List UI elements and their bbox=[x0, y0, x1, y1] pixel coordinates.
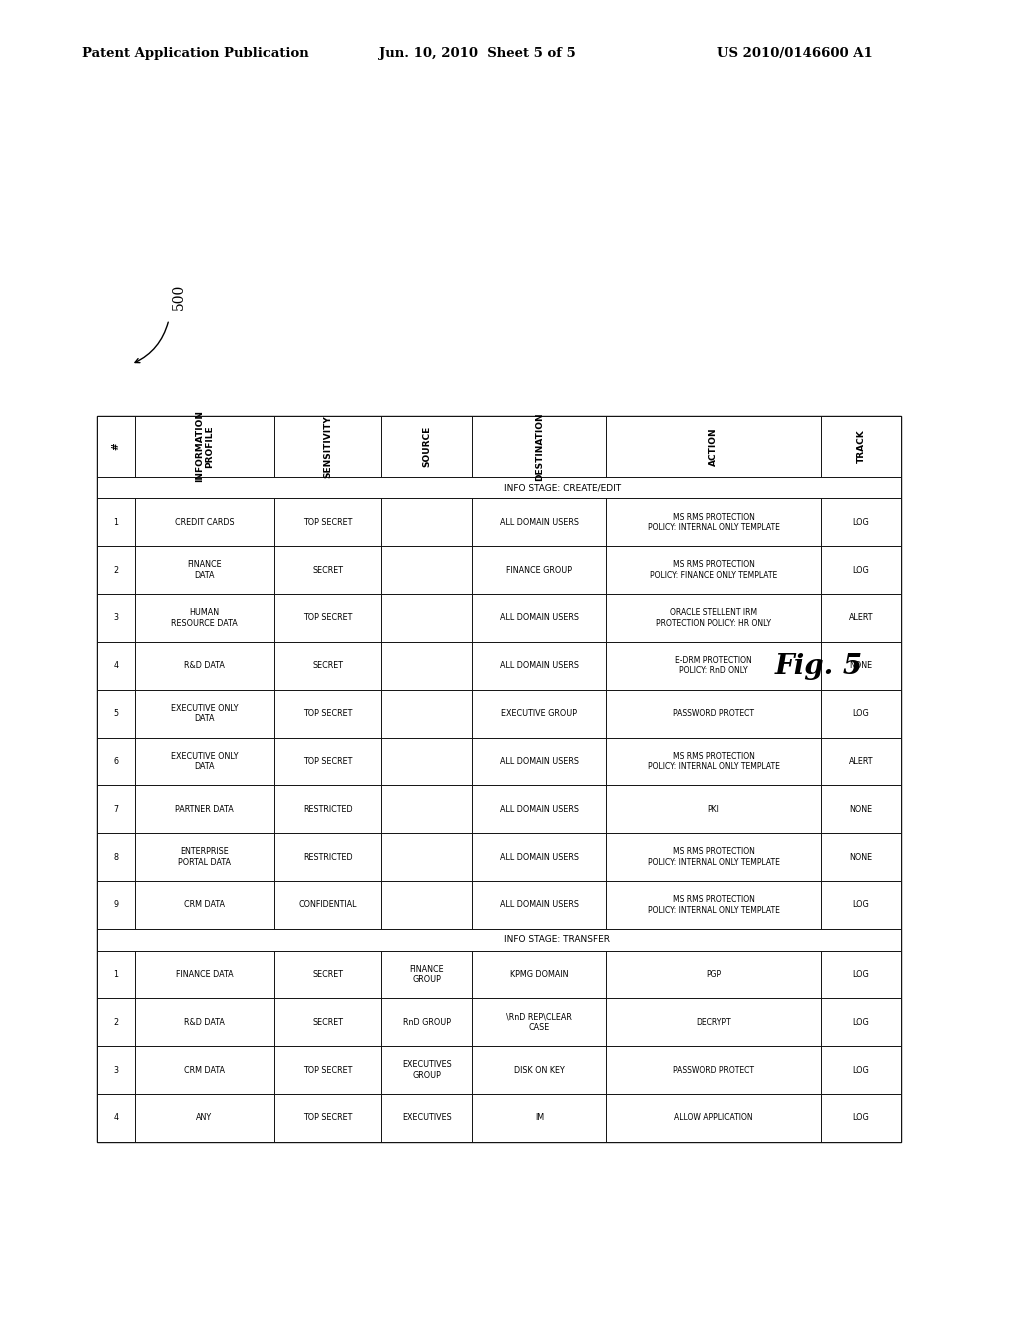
Text: MS RMS PROTECTION
POLICY: INTERNAL ONLY TEMPLATE: MS RMS PROTECTION POLICY: INTERNAL ONLY … bbox=[647, 751, 779, 771]
Text: 8: 8 bbox=[114, 853, 119, 862]
Text: US 2010/0146600 A1: US 2010/0146600 A1 bbox=[717, 46, 872, 59]
Text: ALL DOMAIN USERS: ALL DOMAIN USERS bbox=[500, 853, 579, 862]
Text: ALERT: ALERT bbox=[849, 614, 873, 623]
Text: E-DRM PROTECTION
POLICY: RnD ONLY: E-DRM PROTECTION POLICY: RnD ONLY bbox=[675, 656, 752, 676]
Text: EXECUTIVE GROUP: EXECUTIVE GROUP bbox=[502, 709, 578, 718]
Text: PGP: PGP bbox=[706, 970, 721, 979]
Text: 7: 7 bbox=[114, 805, 119, 813]
Text: EXECUTIVE ONLY
DATA: EXECUTIVE ONLY DATA bbox=[171, 751, 239, 771]
Text: ACTION: ACTION bbox=[709, 426, 718, 466]
Text: PARTNER DATA: PARTNER DATA bbox=[175, 805, 233, 813]
Text: TOP SECRET: TOP SECRET bbox=[303, 614, 352, 623]
Text: LOG: LOG bbox=[853, 1113, 869, 1122]
Text: CRM DATA: CRM DATA bbox=[184, 1065, 225, 1074]
Text: 9: 9 bbox=[114, 900, 119, 909]
Text: MS RMS PROTECTION
POLICY: INTERNAL ONLY TEMPLATE: MS RMS PROTECTION POLICY: INTERNAL ONLY … bbox=[647, 847, 779, 867]
Text: FINANCE
DATA: FINANCE DATA bbox=[187, 561, 222, 579]
Text: LOG: LOG bbox=[853, 900, 869, 909]
Text: 3: 3 bbox=[114, 1065, 119, 1074]
Text: MS RMS PROTECTION
POLICY: INTERNAL ONLY TEMPLATE: MS RMS PROTECTION POLICY: INTERNAL ONLY … bbox=[647, 895, 779, 915]
Text: CRM DATA: CRM DATA bbox=[184, 900, 225, 909]
Text: EXECUTIVES: EXECUTIVES bbox=[402, 1113, 452, 1122]
Text: INFO STAGE: CREATE/EDIT: INFO STAGE: CREATE/EDIT bbox=[504, 483, 622, 492]
Text: INFO STAGE: TRANSFER: INFO STAGE: TRANSFER bbox=[504, 935, 610, 944]
Text: EXECUTIVE ONLY
DATA: EXECUTIVE ONLY DATA bbox=[171, 704, 239, 723]
Text: ANY: ANY bbox=[197, 1113, 213, 1122]
Text: #: # bbox=[112, 442, 121, 450]
Text: EXECUTIVES
GROUP: EXECUTIVES GROUP bbox=[402, 1060, 452, 1080]
Text: ALERT: ALERT bbox=[849, 756, 873, 766]
Text: PKI: PKI bbox=[708, 805, 720, 813]
Text: SOURCE: SOURCE bbox=[422, 425, 431, 467]
Text: SENSITIVITY: SENSITIVITY bbox=[324, 414, 332, 478]
Text: NONE: NONE bbox=[849, 853, 872, 862]
Text: RESTRICTED: RESTRICTED bbox=[303, 805, 352, 813]
Text: ALL DOMAIN USERS: ALL DOMAIN USERS bbox=[500, 756, 579, 766]
Text: SECRET: SECRET bbox=[312, 661, 343, 671]
Text: CREDIT CARDS: CREDIT CARDS bbox=[175, 517, 234, 527]
Text: ALL DOMAIN USERS: ALL DOMAIN USERS bbox=[500, 517, 579, 527]
Text: PASSWORD PROTECT: PASSWORD PROTECT bbox=[673, 1065, 754, 1074]
Text: TOP SECRET: TOP SECRET bbox=[303, 1113, 352, 1122]
Text: R&D DATA: R&D DATA bbox=[184, 661, 225, 671]
Text: IM: IM bbox=[535, 1113, 544, 1122]
Text: NONE: NONE bbox=[849, 805, 872, 813]
Text: KPMG DOMAIN: KPMG DOMAIN bbox=[510, 970, 568, 979]
Text: DESTINATION: DESTINATION bbox=[535, 412, 544, 480]
Text: ALL DOMAIN USERS: ALL DOMAIN USERS bbox=[500, 805, 579, 813]
Text: 4: 4 bbox=[114, 1113, 119, 1122]
Text: MS RMS PROTECTION
POLICY: INTERNAL ONLY TEMPLATE: MS RMS PROTECTION POLICY: INTERNAL ONLY … bbox=[647, 512, 779, 532]
Text: LOG: LOG bbox=[853, 566, 869, 574]
Text: 500: 500 bbox=[172, 284, 186, 310]
Text: DECRYPT: DECRYPT bbox=[696, 1018, 731, 1027]
Text: ALL DOMAIN USERS: ALL DOMAIN USERS bbox=[500, 614, 579, 623]
Text: DISK ON KEY: DISK ON KEY bbox=[514, 1065, 565, 1074]
Text: TOP SECRET: TOP SECRET bbox=[303, 517, 352, 527]
Text: HUMAN
RESOURCE DATA: HUMAN RESOURCE DATA bbox=[171, 609, 238, 627]
Text: TRACK: TRACK bbox=[856, 429, 865, 463]
Text: TOP SECRET: TOP SECRET bbox=[303, 709, 352, 718]
Text: ENTERPRISE
PORTAL DATA: ENTERPRISE PORTAL DATA bbox=[178, 847, 231, 867]
Text: PASSWORD PROTECT: PASSWORD PROTECT bbox=[673, 709, 754, 718]
Text: SECRET: SECRET bbox=[312, 1018, 343, 1027]
Text: 3: 3 bbox=[114, 614, 119, 623]
Text: FINANCE GROUP: FINANCE GROUP bbox=[507, 566, 572, 574]
Text: 2: 2 bbox=[114, 1018, 119, 1027]
Text: ORACLE STELLENT IRM
PROTECTION POLICY: HR ONLY: ORACLE STELLENT IRM PROTECTION POLICY: H… bbox=[656, 609, 771, 627]
Text: Patent Application Publication: Patent Application Publication bbox=[82, 46, 308, 59]
Text: SECRET: SECRET bbox=[312, 566, 343, 574]
Text: LOG: LOG bbox=[853, 1018, 869, 1027]
Text: LOG: LOG bbox=[853, 1065, 869, 1074]
Text: SECRET: SECRET bbox=[312, 970, 343, 979]
Text: TOP SECRET: TOP SECRET bbox=[303, 756, 352, 766]
Text: ALL DOMAIN USERS: ALL DOMAIN USERS bbox=[500, 661, 579, 671]
Text: Fig. 5: Fig. 5 bbox=[775, 653, 863, 680]
Text: TOP SECRET: TOP SECRET bbox=[303, 1065, 352, 1074]
Text: CONFIDENTIAL: CONFIDENTIAL bbox=[298, 900, 357, 909]
Text: 4: 4 bbox=[114, 661, 119, 671]
Text: RESTRICTED: RESTRICTED bbox=[303, 853, 352, 862]
Text: FINANCE
GROUP: FINANCE GROUP bbox=[410, 965, 444, 985]
Text: ALLOW APPLICATION: ALLOW APPLICATION bbox=[674, 1113, 753, 1122]
Text: 5: 5 bbox=[114, 709, 119, 718]
Text: FINANCE DATA: FINANCE DATA bbox=[176, 970, 233, 979]
Text: 1: 1 bbox=[114, 517, 119, 527]
Text: 1: 1 bbox=[114, 970, 119, 979]
Text: RnD GROUP: RnD GROUP bbox=[402, 1018, 451, 1027]
Text: NONE: NONE bbox=[849, 661, 872, 671]
Text: R&D DATA: R&D DATA bbox=[184, 1018, 225, 1027]
Text: INFORMATION
PROFILE: INFORMATION PROFILE bbox=[195, 411, 214, 482]
Text: LOG: LOG bbox=[853, 709, 869, 718]
Text: MS RMS PROTECTION
POLICY: FINANCE ONLY TEMPLATE: MS RMS PROTECTION POLICY: FINANCE ONLY T… bbox=[650, 561, 777, 579]
Text: 6: 6 bbox=[114, 756, 119, 766]
Text: LOG: LOG bbox=[853, 517, 869, 527]
Text: 2: 2 bbox=[114, 566, 119, 574]
Text: LOG: LOG bbox=[853, 970, 869, 979]
Text: Jun. 10, 2010  Sheet 5 of 5: Jun. 10, 2010 Sheet 5 of 5 bbox=[379, 46, 575, 59]
Text: ALL DOMAIN USERS: ALL DOMAIN USERS bbox=[500, 900, 579, 909]
Text: \RnD REP\CLEAR
CASE: \RnD REP\CLEAR CASE bbox=[507, 1012, 572, 1032]
